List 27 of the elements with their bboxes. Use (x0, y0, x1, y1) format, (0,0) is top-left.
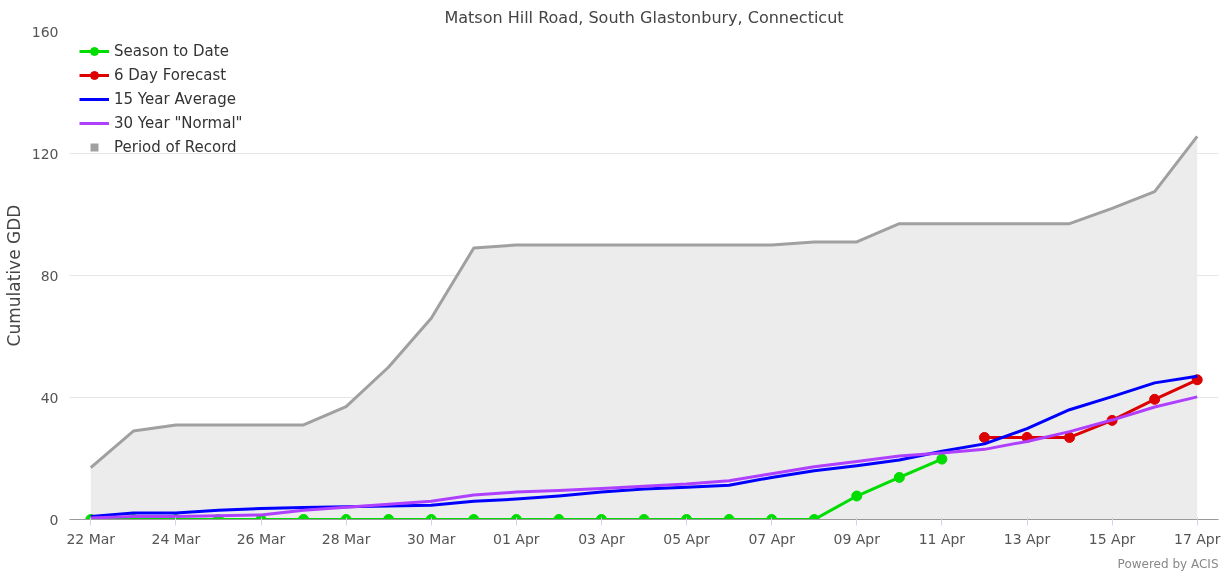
legend-label: Season to Date (114, 42, 229, 60)
legend-label: 15 Year Average (114, 90, 236, 108)
x-tick-label: 09 Apr (833, 530, 881, 547)
y-tick-label: 160 (31, 23, 59, 40)
y-tick-label: 0 (49, 511, 59, 528)
y-tick-label: 120 (31, 145, 59, 162)
x-tick-label: 30 Mar (406, 530, 456, 547)
x-tick-label: 22 Mar (66, 530, 116, 547)
x-tick-label: 07 Apr (748, 530, 796, 547)
x-tick-label: 17 Apr (1173, 530, 1221, 547)
x-tick-label: 26 Mar (236, 530, 286, 547)
x-tick-label: 28 Mar (321, 530, 371, 547)
x-tick-label: 01 Apr (493, 530, 540, 547)
x-tick-label: 15 Apr (1088, 530, 1136, 547)
legend-label: Period of Record (114, 138, 237, 156)
x-tick-label: 11 Apr (918, 530, 966, 547)
legend-label: 30 Year "Normal" (114, 114, 243, 132)
chart-title: Matson Hill Road, South Glastonbury, Connecticut (444, 7, 844, 27)
y-tick-label: 80 (40, 267, 59, 284)
x-tick-label: 03 Apr (578, 530, 625, 547)
y-tick-label: 40 (40, 389, 59, 406)
x-tick-label: 05 Apr (663, 530, 711, 547)
x-tick-label: 13 Apr (1003, 530, 1051, 547)
text: Powered by ACIS (1117, 556, 1219, 571)
legend-label: 6 Day Forecast (114, 66, 227, 84)
y-axis-title: Cumulative GDD (3, 204, 24, 347)
x-tick-label: 24 Mar (151, 530, 201, 547)
